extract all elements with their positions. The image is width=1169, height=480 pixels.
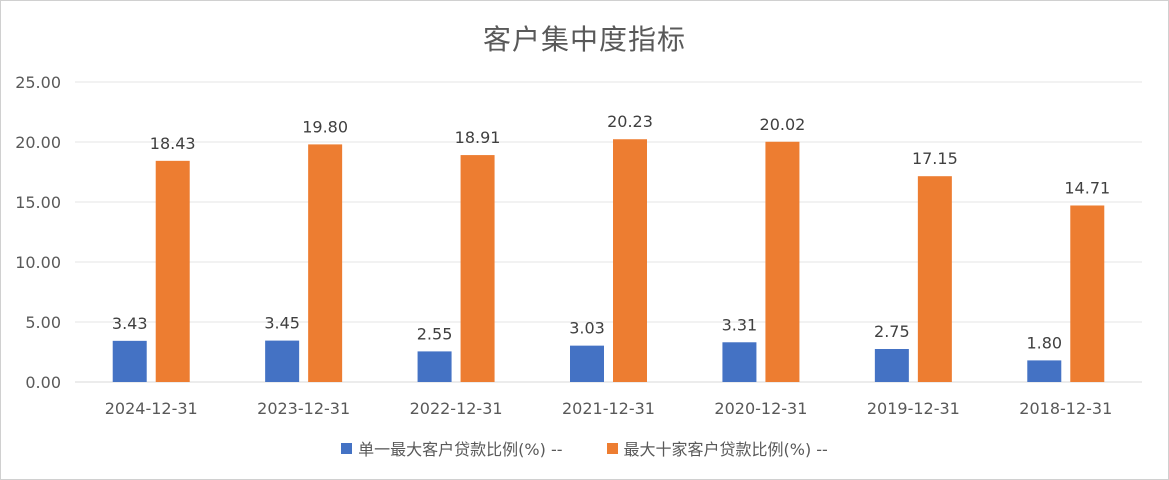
bar <box>874 349 909 382</box>
x-tick-label: 2024-12-31 <box>105 399 198 418</box>
y-tick-label: 20.00 <box>15 133 61 152</box>
legend-item: 最大十家客户贷款比例(%) -- <box>606 436 828 460</box>
data-label: 3.03 <box>569 319 605 338</box>
data-label: 2.55 <box>417 324 453 343</box>
y-tick-label: 15.00 <box>15 193 61 212</box>
bar <box>570 345 604 382</box>
legend-swatch <box>341 442 353 454</box>
x-tick-label: 2021-12-31 <box>562 399 655 418</box>
legend-swatch <box>606 442 618 454</box>
data-label: 3.31 <box>722 315 758 334</box>
data-label: 14.71 <box>1064 178 1110 197</box>
y-tick-label: 0.00 <box>25 373 61 392</box>
data-label: 2.75 <box>874 322 910 341</box>
y-tick-label: 25.00 <box>15 73 61 92</box>
legend: 单一最大客户贷款比例(%) -- 最大十家客户贷款比例(%) -- <box>0 436 1169 460</box>
bar <box>917 176 952 382</box>
bar <box>460 155 495 382</box>
x-tick-label: 2023-12-31 <box>257 399 350 418</box>
x-tick-label: 2018-12-31 <box>1019 399 1112 418</box>
legend-label: 最大十家客户贷款比例(%) -- <box>623 440 828 459</box>
x-tick-label: 2022-12-31 <box>410 399 503 418</box>
y-tick-label: 10.00 <box>15 253 61 272</box>
data-label: 17.15 <box>912 149 958 168</box>
legend-label: 单一最大客户贷款比例(%) -- <box>358 440 563 459</box>
bar <box>613 139 647 382</box>
data-label: 18.43 <box>150 134 196 153</box>
bar <box>1027 360 1062 382</box>
legend-item: 单一最大客户贷款比例(%) -- <box>341 436 563 460</box>
bar <box>265 340 300 382</box>
bar <box>155 160 190 382</box>
data-label: 3.43 <box>112 314 148 333</box>
bar <box>112 340 147 382</box>
data-label: 20.02 <box>760 115 806 134</box>
data-label: 20.23 <box>607 112 653 131</box>
bar <box>765 141 800 382</box>
data-label: 18.91 <box>455 128 501 147</box>
bar <box>308 144 343 382</box>
data-label: 19.80 <box>302 117 348 136</box>
y-tick-label: 5.00 <box>25 313 61 332</box>
bar <box>1070 205 1105 382</box>
bar <box>722 342 757 382</box>
bar <box>417 351 452 382</box>
x-tick-label: 2019-12-31 <box>867 399 960 418</box>
data-label: 1.80 <box>1026 333 1062 352</box>
x-tick-label: 2020-12-31 <box>714 399 807 418</box>
chart-title: 客户集中度指标 <box>482 23 686 56</box>
data-label: 3.45 <box>264 314 300 333</box>
